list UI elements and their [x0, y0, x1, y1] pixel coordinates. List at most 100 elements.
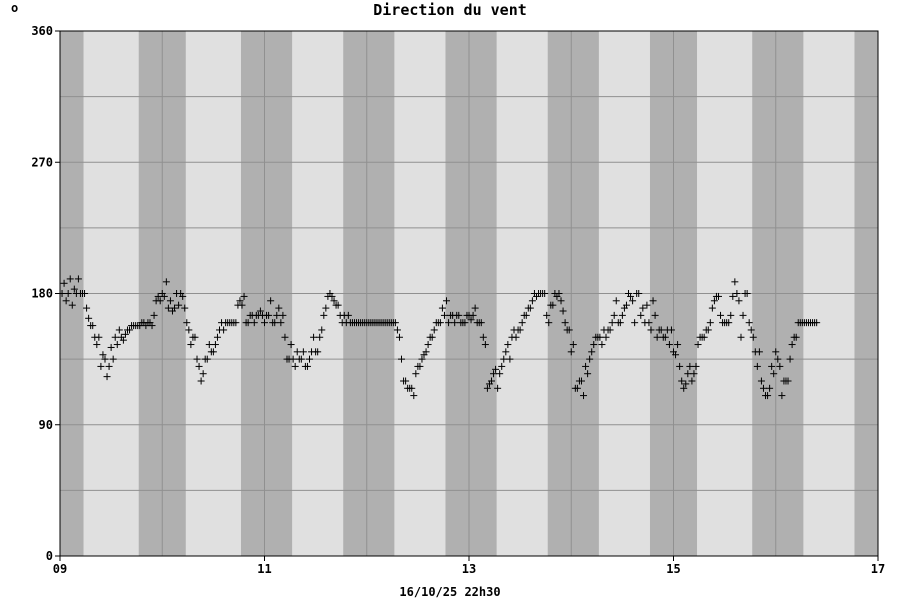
data-point	[185, 326, 193, 334]
data-point	[764, 392, 772, 400]
data-point	[199, 370, 207, 378]
data-point	[105, 362, 113, 370]
data-point	[569, 341, 577, 349]
data-point	[496, 370, 504, 378]
data-point	[504, 341, 512, 349]
data-point	[310, 333, 318, 341]
data-point	[126, 326, 134, 334]
data-point	[479, 333, 487, 341]
data-point	[725, 319, 733, 327]
data-point	[220, 326, 228, 334]
data-point	[555, 290, 563, 297]
data-point	[692, 362, 700, 370]
data-point	[440, 311, 448, 319]
data-point	[755, 348, 763, 356]
y-tick-label: 0	[46, 549, 53, 563]
data-point	[209, 348, 217, 356]
data-point	[653, 333, 661, 341]
data-point	[559, 307, 567, 315]
data-point	[772, 348, 780, 356]
y-tick-label: 90	[39, 418, 53, 432]
data-points	[58, 275, 821, 400]
data-point	[166, 297, 174, 305]
data-point	[160, 292, 168, 300]
data-point	[483, 384, 491, 392]
data-point	[430, 326, 438, 334]
data-point	[549, 301, 557, 309]
x-tick-label: 11	[257, 562, 271, 576]
data-point	[737, 333, 745, 341]
data-point	[477, 319, 485, 327]
data-point	[661, 333, 669, 341]
data-point	[506, 355, 514, 363]
data-point	[279, 311, 287, 319]
data-point	[481, 341, 489, 349]
data-point	[561, 319, 569, 327]
data-point	[786, 355, 794, 363]
data-point	[271, 319, 279, 327]
data-point	[588, 348, 596, 356]
data-point	[759, 384, 767, 392]
data-point	[643, 301, 651, 309]
data-point	[573, 384, 581, 392]
data-point	[62, 297, 70, 305]
data-point	[461, 319, 469, 327]
data-point	[195, 362, 203, 370]
data-point	[436, 319, 444, 327]
data-point	[428, 333, 436, 341]
data-point	[766, 384, 774, 392]
data-point	[250, 319, 258, 327]
data-point	[115, 326, 123, 334]
data-point	[408, 384, 416, 392]
data-point	[455, 311, 463, 319]
data-point	[232, 319, 240, 327]
data-point	[109, 355, 117, 363]
data-point	[629, 297, 637, 305]
data-point	[676, 362, 684, 370]
x-tick-label: 17	[871, 562, 885, 576]
data-point	[334, 301, 342, 309]
x-tick-label: 13	[462, 562, 476, 576]
data-point	[610, 311, 618, 319]
data-point	[757, 377, 765, 385]
data-point	[749, 333, 757, 341]
data-point	[541, 290, 549, 297]
data-point	[469, 311, 477, 319]
data-point	[743, 290, 751, 297]
data-point	[672, 351, 680, 359]
data-point	[813, 319, 821, 327]
data-point	[64, 290, 72, 297]
data-point	[156, 297, 164, 305]
data-point	[422, 348, 430, 356]
data-point	[320, 311, 328, 319]
data-point	[606, 326, 614, 334]
data-point	[584, 370, 592, 378]
data-point	[187, 341, 195, 349]
data-point	[119, 336, 127, 344]
data-point	[277, 319, 285, 327]
data-point	[211, 341, 219, 349]
data-point	[657, 326, 665, 334]
data-point	[398, 355, 406, 363]
data-point	[580, 392, 588, 400]
data-point	[291, 362, 299, 370]
data-point	[162, 278, 170, 286]
data-point	[492, 365, 500, 373]
data-point	[299, 348, 307, 356]
data-point	[565, 326, 573, 334]
data-point	[203, 355, 211, 363]
data-point	[471, 304, 479, 312]
data-point	[150, 311, 158, 319]
data-point	[747, 326, 755, 334]
data-point	[179, 292, 187, 300]
data-point	[395, 333, 403, 341]
data-point	[528, 297, 536, 305]
data-point	[557, 297, 565, 305]
data-point	[443, 297, 451, 305]
data-point	[500, 355, 508, 363]
data-point	[181, 304, 189, 312]
data-point	[502, 348, 510, 356]
data-point	[770, 370, 778, 378]
data-point	[577, 377, 585, 385]
